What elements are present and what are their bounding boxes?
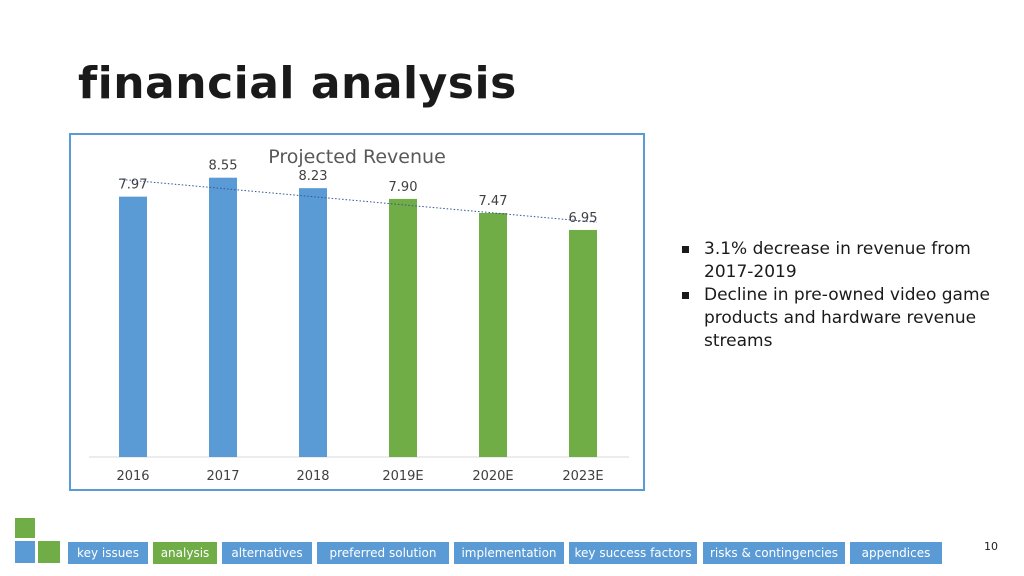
trendline xyxy=(118,178,598,223)
category-label: 2019E xyxy=(382,469,423,484)
nav-tab-appendices[interactable]: appendices xyxy=(850,542,942,564)
logo-square-green-top xyxy=(15,518,35,538)
bullet-point: Decline in pre-owned video game products… xyxy=(680,284,1010,353)
revenue-chart-svg: Projected Revenue7.9720168.5520178.23201… xyxy=(89,146,629,484)
bar xyxy=(299,188,327,458)
category-label: 2017 xyxy=(206,469,239,484)
nav-tab-preferred-solution[interactable]: preferred solution xyxy=(317,542,449,564)
data-label: 8.23 xyxy=(299,169,328,184)
revenue-chart: Projected Revenue 7.97 2016 8.55 2017 8.23 201… xyxy=(69,133,645,491)
bar xyxy=(119,196,147,457)
data-label: 6.95 xyxy=(569,211,598,226)
bar xyxy=(209,177,237,457)
key-points-list: 3.1% decrease in revenue from 2017-2019 … xyxy=(680,238,1010,353)
logo-square-blue-left xyxy=(15,541,35,563)
bar xyxy=(389,198,417,457)
chart-title: Projected Revenue xyxy=(268,146,446,168)
category-label: 2018 xyxy=(296,469,329,484)
page-number: 10 xyxy=(984,540,998,553)
category-label: 2023E xyxy=(562,469,603,484)
bar xyxy=(479,212,507,457)
logo-square-green-right xyxy=(38,541,60,563)
bar xyxy=(569,229,597,457)
nav-tab-key-issues[interactable]: key issues xyxy=(68,542,148,564)
nav-tab-implementation[interactable]: implementation xyxy=(454,542,564,564)
data-label: 7.90 xyxy=(389,180,418,195)
nav-tab-alternatives[interactable]: alternatives xyxy=(222,542,312,564)
data-label: 7.47 xyxy=(479,194,508,209)
bullet-point: 3.1% decrease in revenue from 2017-2019 xyxy=(680,238,1010,284)
nav-tab-risks-contingencies[interactable]: risks & contingencies xyxy=(703,542,845,564)
nav-tab-analysis[interactable]: analysis xyxy=(153,542,217,564)
nav-tab-key-success-factors[interactable]: key success factors xyxy=(569,542,697,564)
category-label: 2020E xyxy=(472,469,513,484)
page-title: financial analysis xyxy=(78,58,517,109)
data-label: 8.55 xyxy=(209,159,238,174)
category-label: 2016 xyxy=(116,469,149,484)
